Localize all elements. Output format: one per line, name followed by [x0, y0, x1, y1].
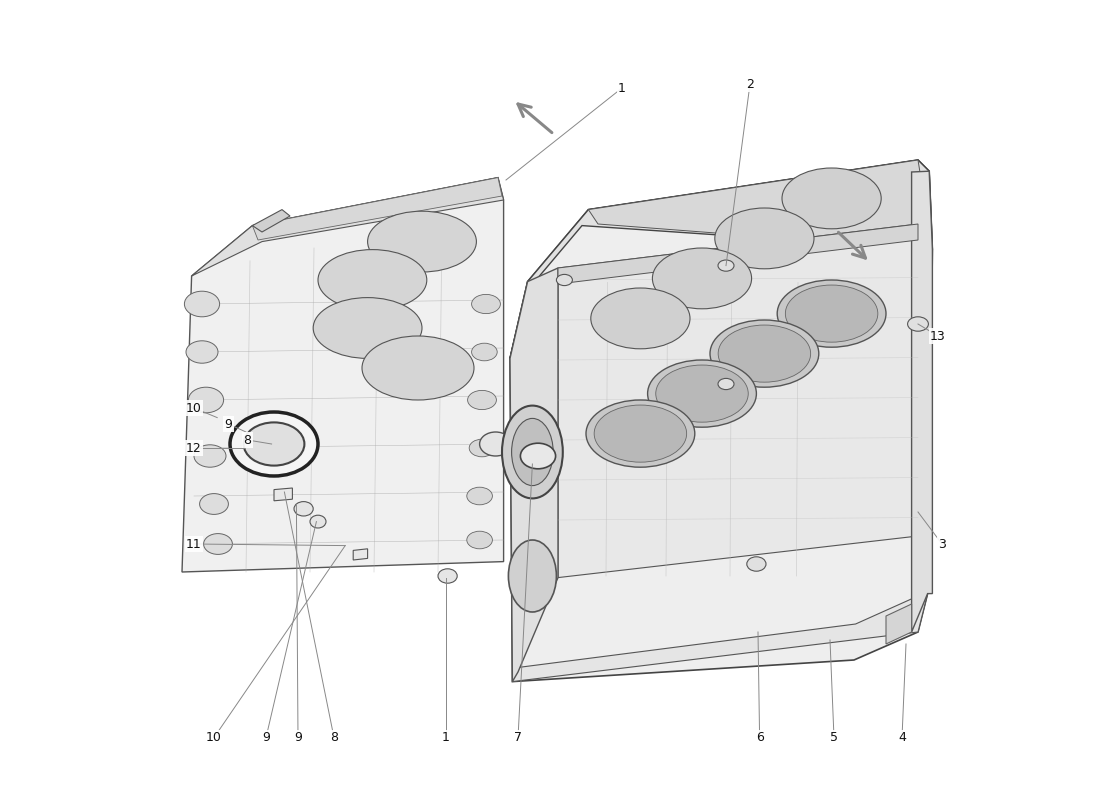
Text: 13: 13: [931, 330, 946, 342]
Ellipse shape: [512, 418, 553, 486]
Ellipse shape: [710, 320, 818, 387]
Polygon shape: [510, 160, 933, 682]
Ellipse shape: [502, 406, 563, 498]
Text: 12: 12: [186, 442, 202, 454]
Text: 4: 4: [898, 731, 906, 744]
Ellipse shape: [466, 531, 493, 549]
Ellipse shape: [508, 540, 557, 612]
Text: 9: 9: [294, 731, 301, 744]
Polygon shape: [513, 594, 927, 682]
Polygon shape: [353, 549, 367, 560]
Text: 1: 1: [442, 731, 450, 744]
Ellipse shape: [648, 360, 757, 427]
Ellipse shape: [230, 412, 318, 476]
Ellipse shape: [466, 487, 493, 505]
Ellipse shape: [367, 211, 476, 272]
Ellipse shape: [718, 378, 734, 390]
Polygon shape: [510, 268, 558, 682]
Ellipse shape: [472, 343, 497, 361]
Ellipse shape: [185, 291, 220, 317]
Text: 8: 8: [330, 731, 338, 744]
Ellipse shape: [243, 422, 305, 466]
Ellipse shape: [908, 317, 928, 331]
Ellipse shape: [468, 390, 496, 410]
Text: 9: 9: [224, 418, 232, 430]
Ellipse shape: [656, 365, 748, 422]
Ellipse shape: [594, 405, 686, 462]
Ellipse shape: [314, 298, 422, 358]
Polygon shape: [558, 224, 918, 578]
Ellipse shape: [204, 534, 232, 554]
Polygon shape: [510, 160, 933, 358]
Ellipse shape: [480, 432, 512, 456]
Text: 2: 2: [746, 78, 754, 90]
Polygon shape: [191, 178, 504, 276]
Ellipse shape: [778, 280, 886, 347]
Ellipse shape: [472, 294, 500, 314]
Text: 7: 7: [514, 731, 522, 744]
Text: 9: 9: [262, 731, 270, 744]
Ellipse shape: [785, 285, 878, 342]
Ellipse shape: [718, 260, 734, 271]
Text: 3: 3: [938, 538, 946, 550]
Ellipse shape: [747, 557, 766, 571]
Ellipse shape: [715, 208, 814, 269]
Text: 10: 10: [206, 731, 222, 744]
Ellipse shape: [718, 325, 811, 382]
Ellipse shape: [591, 288, 690, 349]
Text: 8: 8: [243, 434, 252, 446]
Ellipse shape: [470, 439, 495, 457]
Polygon shape: [252, 210, 290, 232]
Ellipse shape: [194, 445, 226, 467]
Polygon shape: [558, 224, 918, 284]
Polygon shape: [182, 178, 504, 572]
Ellipse shape: [294, 502, 313, 516]
Ellipse shape: [557, 274, 572, 286]
Text: 10: 10: [186, 402, 202, 414]
Ellipse shape: [199, 494, 229, 514]
Ellipse shape: [310, 515, 326, 528]
Ellipse shape: [520, 443, 556, 469]
Ellipse shape: [782, 168, 881, 229]
Text: 1: 1: [618, 82, 626, 94]
Ellipse shape: [186, 341, 218, 363]
Text: 5: 5: [830, 731, 838, 744]
Ellipse shape: [318, 250, 427, 310]
Ellipse shape: [188, 387, 223, 413]
Ellipse shape: [652, 248, 751, 309]
Polygon shape: [274, 488, 293, 501]
Polygon shape: [886, 604, 912, 644]
Ellipse shape: [586, 400, 695, 467]
Polygon shape: [912, 171, 933, 632]
Ellipse shape: [438, 569, 458, 583]
Ellipse shape: [362, 336, 474, 400]
Text: 11: 11: [186, 538, 202, 550]
Polygon shape: [588, 160, 933, 250]
Text: 6: 6: [756, 731, 763, 744]
Polygon shape: [252, 178, 502, 240]
